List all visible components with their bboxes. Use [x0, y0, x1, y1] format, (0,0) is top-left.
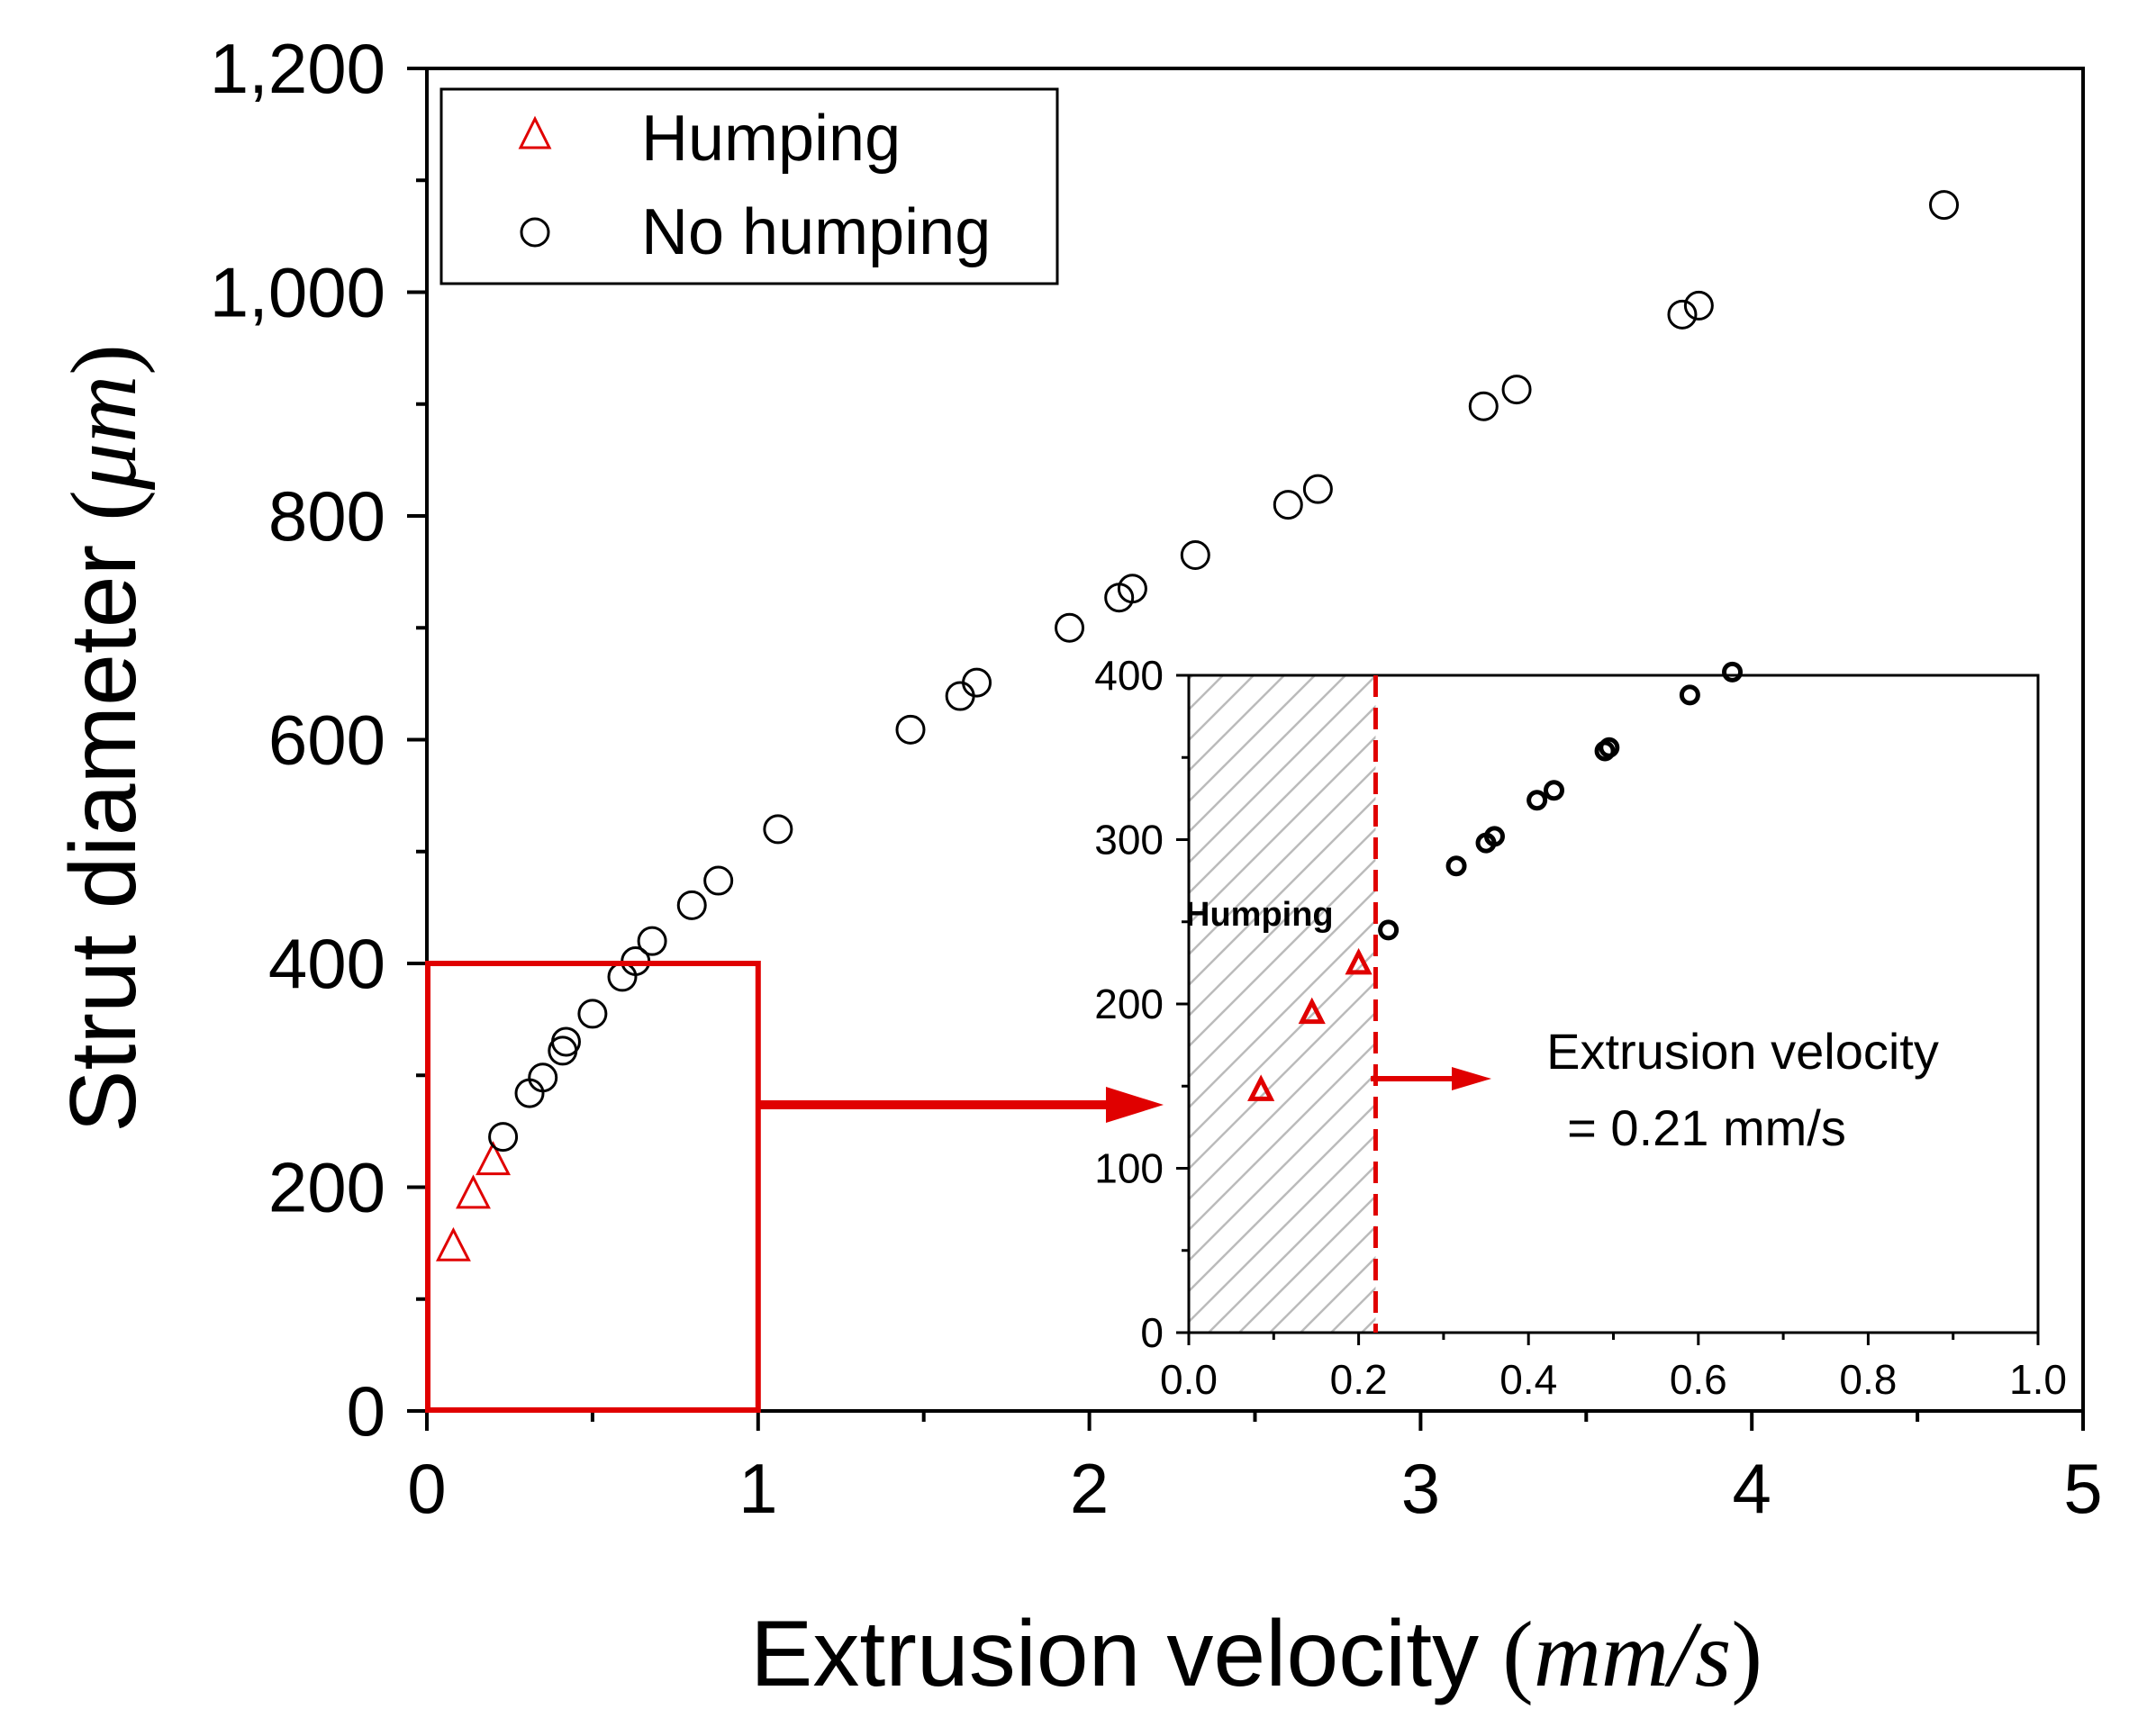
main-x-tick-label: 2 — [1070, 1449, 1109, 1528]
inset-y-tick-label: 100 — [1094, 1145, 1164, 1192]
legend: Humping No humping — [439, 87, 1059, 285]
main-point-no-humping — [1055, 612, 1085, 643]
main-y-tick-label: 600 — [268, 701, 385, 780]
main-y-tick-label: 200 — [268, 1148, 385, 1227]
legend-label-humping: Humping — [641, 103, 901, 175]
main-y-tick-label: 0 — [347, 1371, 385, 1451]
main-y-tick-label: 800 — [268, 476, 385, 556]
main-point-no-humping — [1683, 290, 1714, 321]
inset-y-tick-label: 0 — [1140, 1309, 1164, 1356]
inset-point-humping — [1247, 1074, 1275, 1101]
main-point-no-humping — [1117, 574, 1147, 604]
main-point-no-humping — [637, 926, 667, 956]
main-x-tick-label: 1 — [738, 1449, 777, 1528]
inset-x-tick-label: 0.6 — [1670, 1356, 1727, 1403]
inset-point-no-humping — [1599, 737, 1620, 758]
inset-x-tick-label: 0.8 — [1839, 1356, 1897, 1403]
main-point-no-humping — [1180, 539, 1210, 570]
inset-point-no-humping — [1483, 826, 1505, 847]
main-point-no-humping — [550, 1026, 581, 1057]
inset-y-tick-label: 400 — [1094, 652, 1164, 699]
zoom-connector-arrow — [756, 1087, 1164, 1123]
main-x-tick-label: 0 — [407, 1449, 446, 1528]
inset-data-points — [1247, 661, 1744, 1101]
inset-point-humping — [1345, 947, 1373, 975]
inset-point-humping — [1298, 997, 1326, 1025]
inset-x-tick-label: 1.0 — [2009, 1356, 2067, 1403]
main-point-no-humping — [1273, 490, 1303, 520]
main-y-tick-label: 1,000 — [210, 253, 385, 332]
main-point-no-humping — [528, 1062, 558, 1093]
legend-box — [439, 87, 1059, 285]
legend-label-no-humping: No humping — [641, 196, 991, 268]
inset-x-ticks: 0.0 0.2 0.4 0.6 0.8 1.0 — [1160, 1333, 2067, 1403]
main-point-humping — [456, 1174, 491, 1209]
main-point-no-humping — [962, 667, 992, 698]
main-y-tick-label: 400 — [268, 924, 385, 1003]
inset-annotation-arrow — [1371, 1067, 1491, 1090]
main-point-no-humping — [895, 714, 926, 745]
inset-region-label: Humping — [1185, 896, 1334, 934]
main-point-humping — [435, 1226, 471, 1261]
main-y-axis-label: Strut diameter — [51, 545, 156, 1133]
inset-y-ticks: 0 100 200 300 400 — [1094, 652, 1189, 1356]
inset-y-tick-label: 200 — [1094, 981, 1164, 1027]
main-point-no-humping — [1302, 474, 1333, 504]
main-point-no-humping — [676, 890, 707, 920]
inset-point-no-humping — [1445, 855, 1467, 877]
main-x-axis-unit: mm/s — [1534, 1603, 1732, 1706]
main-x-tick-label: 5 — [2063, 1449, 2102, 1528]
zoom-box — [425, 961, 761, 1413]
main-point-no-humping — [1501, 375, 1532, 405]
inset-x-tick-label: 0.0 — [1160, 1356, 1218, 1403]
inset-annotation-line2: = 0.21 mm/s — [1567, 1099, 1846, 1156]
main-point-no-humping — [577, 999, 608, 1029]
inset-point-no-humping — [1679, 684, 1700, 706]
main-point-no-humping — [945, 681, 975, 711]
main-x-axis-label: Extrusion velocity — [750, 1602, 1479, 1706]
legend-triangle-marker — [518, 115, 552, 149]
inset-point-no-humping — [1543, 780, 1564, 801]
main-point-no-humping — [1667, 299, 1698, 330]
main-point-humping — [476, 1141, 512, 1176]
legend-circle-marker — [520, 217, 550, 248]
main-y-axis-unit: μm — [52, 375, 156, 491]
main-point-no-humping — [703, 865, 734, 896]
main-x-axis-title: Extrusion velocity (mm/s) — [750, 1602, 1762, 1706]
main-y-axis-title: Strut diameter (μm) — [51, 344, 156, 1133]
main-y-ticks: 0 200 400 600 800 1,000 1,200 — [210, 29, 427, 1451]
main-point-no-humping — [1929, 190, 1960, 221]
main-point-no-humping — [763, 814, 793, 845]
inset-humping-region — [1189, 675, 1376, 1333]
main-x-tick-label: 4 — [1733, 1449, 1771, 1528]
inset-point-no-humping — [1527, 790, 1548, 811]
inset-y-tick-label: 300 — [1094, 817, 1164, 863]
main-point-no-humping — [488, 1122, 519, 1153]
inset-x-tick-label: 0.4 — [1499, 1356, 1557, 1403]
inset-point-no-humping — [1378, 919, 1400, 941]
main-point-no-humping — [1468, 391, 1499, 421]
main-x-tick-label: 3 — [1401, 1449, 1440, 1528]
main-x-ticks: 0 1 2 3 4 5 — [407, 1411, 2103, 1528]
inset-annotation-line1: Extrusion velocity — [1546, 1023, 1939, 1080]
main-y-tick-label: 1,200 — [210, 29, 385, 108]
inset-point-no-humping — [1722, 661, 1744, 683]
inset-x-tick-label: 0.2 — [1330, 1356, 1388, 1403]
